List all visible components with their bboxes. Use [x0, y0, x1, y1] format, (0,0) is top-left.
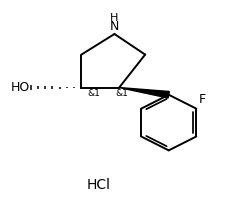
Text: HO: HO — [10, 81, 30, 94]
Text: HCl: HCl — [87, 178, 111, 192]
Text: H: H — [110, 13, 119, 23]
Text: &1: &1 — [116, 89, 129, 98]
Polygon shape — [119, 88, 169, 98]
Text: &1: &1 — [87, 89, 100, 98]
Text: F: F — [199, 92, 206, 105]
Text: N: N — [110, 20, 119, 33]
